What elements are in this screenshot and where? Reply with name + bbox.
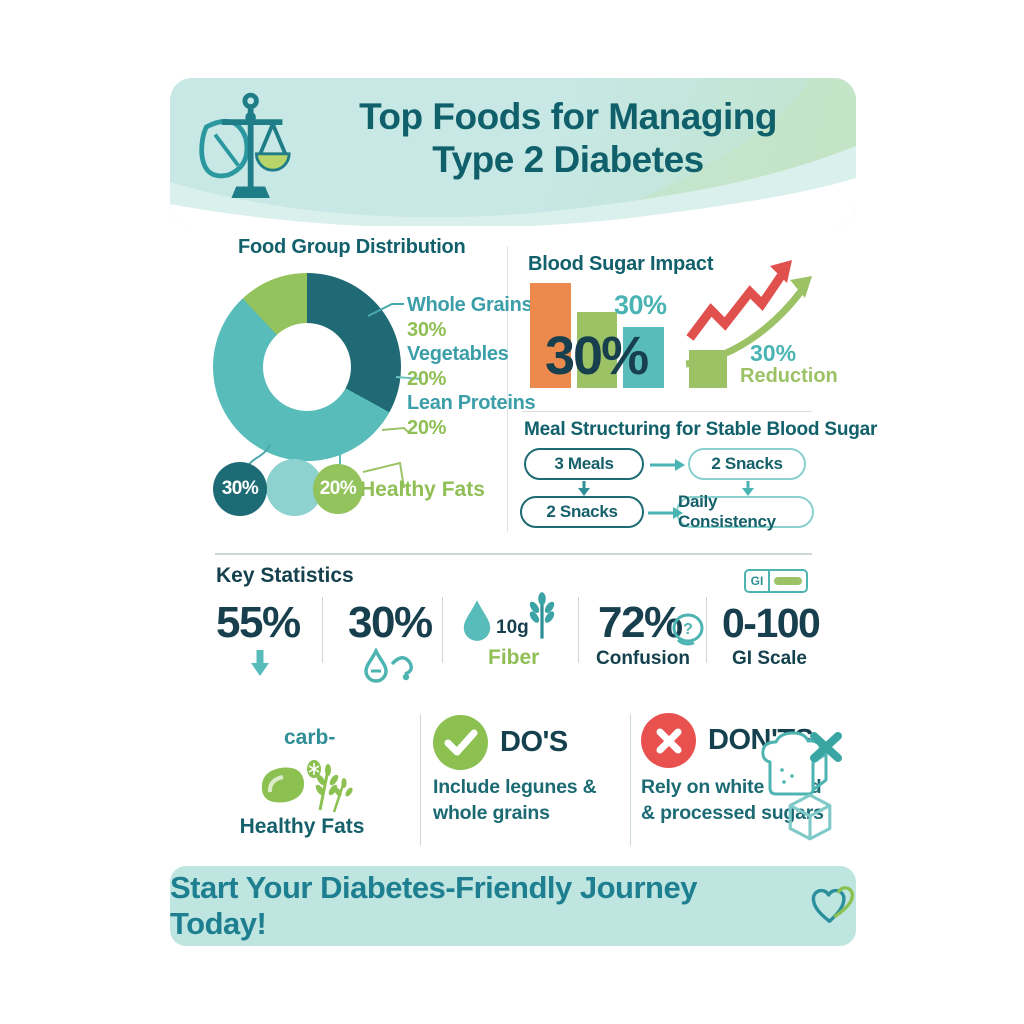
legend-value-lean-proteins: 20%: [407, 416, 447, 439]
impact-bar: [530, 283, 571, 388]
legend-value-vegetables: 20%: [407, 367, 447, 390]
footer-banner: Start Your Diabetes-Friendly Journey Tod…: [170, 866, 856, 946]
section-divider: [522, 411, 812, 412]
legume-wheat-icon: [261, 760, 353, 813]
down-arrow-icon: [578, 481, 590, 496]
gi-scale-badge: GI: [744, 569, 808, 593]
down-arrow-icon: [742, 481, 754, 496]
stat-55-value: 55%: [216, 598, 301, 647]
legend-value-whole-grains: 30%: [407, 318, 447, 341]
stat-confusion-label: Confusion: [596, 648, 690, 669]
carb-label: carb-: [284, 726, 336, 749]
scale-leaf-icon: [199, 92, 291, 199]
impact-bar-chart: [530, 283, 665, 388]
stat-divider: [322, 597, 323, 663]
trend-arrows-graphic: [685, 260, 812, 388]
legend-label-whole-grains: Whole Grains: [407, 294, 533, 316]
question-doodle-icon: ?: [672, 613, 704, 646]
down-arrow-icon: [251, 650, 269, 676]
sugar-cube-icon: [788, 793, 832, 841]
stat-fiber-value: 10g: [496, 617, 529, 638]
stat-30-value: 30%: [348, 598, 433, 647]
x-circle-icon: [641, 713, 696, 768]
flow-step-3-meals: 3 Meals: [524, 448, 644, 480]
red-arrowhead: [770, 260, 792, 283]
impact-bar: [576, 312, 618, 388]
droplet-icon: [463, 600, 491, 641]
stat-divider: [578, 597, 579, 663]
header-wave-decoration: [170, 78, 856, 226]
reduction-label: Reduction: [740, 365, 838, 387]
callout-bubble-20: 20%: [313, 464, 363, 514]
food-group-title: Food Group Distribution: [238, 236, 466, 258]
bar-label-small: 30%: [614, 290, 667, 320]
bread-no-icon: [761, 731, 842, 796]
reduction-value: 30%: [750, 340, 797, 366]
dos-heading: DO'S: [500, 726, 568, 758]
wheat-icon: [529, 592, 555, 639]
donut-hole: [263, 323, 351, 411]
stat-gi-label: GI Scale: [732, 648, 807, 669]
page-title-line2: Type 2 Diabetes: [432, 139, 704, 180]
svg-text:?: ?: [683, 621, 693, 638]
key-statistics-title: Key Statistics: [216, 564, 354, 587]
legend-label-vegetables: Vegetables: [407, 343, 509, 365]
bar-label-big: 30%: [545, 326, 649, 386]
gi-badge-label: GI: [746, 571, 770, 591]
flow-step-2-snacks-top: 2 Snacks: [688, 448, 806, 480]
blood-sugar-title: Blood Sugar Impact: [528, 253, 714, 275]
stat-divider: [442, 597, 443, 663]
page-title-line1: Top Foods for Managing: [359, 96, 777, 137]
dosdonts-divider: [420, 714, 421, 846]
donut-legend: Whole Grains 30% Vegetables 20% Lean Pro…: [407, 293, 536, 440]
column-divider: [507, 246, 508, 532]
footer-cta: Start Your Diabetes-Friendly Journey Tod…: [170, 870, 697, 941]
green-arrowhead: [790, 276, 812, 298]
stat-fiber-label: Fiber: [488, 646, 540, 669]
dosdonts-divider: [630, 714, 631, 846]
flow-step-daily-consistency: Daily Consistency: [676, 492, 814, 531]
right-arrow-icon: [648, 507, 683, 519]
stat-gi-range: 0-100: [722, 600, 821, 646]
impact-bar: [623, 327, 665, 388]
check-circle-icon: [433, 715, 488, 770]
donut-chart: [213, 273, 401, 461]
dos-text: Include legunes & whole grains: [433, 776, 597, 824]
droplet-swirl-icon: [364, 648, 413, 683]
right-arrow-icon: [650, 459, 685, 471]
heart-icon: [811, 886, 855, 923]
legend-label-lean-proteins: Lean Proteins: [407, 392, 536, 414]
gi-badge-slider: [770, 571, 806, 591]
stat-72-value: 72%: [598, 598, 683, 647]
header-banner: Top Foods for Managing Type 2 Diabetes: [170, 78, 856, 226]
stat-divider: [706, 597, 707, 663]
callout-bubble-30: 30%: [213, 462, 267, 516]
healthy-fats-caption: Healthy Fats: [239, 815, 365, 838]
page-title: Top Foods for Managing Type 2 Diabetes: [310, 96, 826, 182]
healthy-fats-label: Healthy Fats: [360, 478, 485, 501]
stats-rule-top: [215, 553, 812, 555]
meal-structuring-title: Meal Structuring for Stable Blood Sugar: [524, 419, 878, 440]
flow-step-2-snacks-bottom: 2 Snacks: [520, 496, 644, 528]
